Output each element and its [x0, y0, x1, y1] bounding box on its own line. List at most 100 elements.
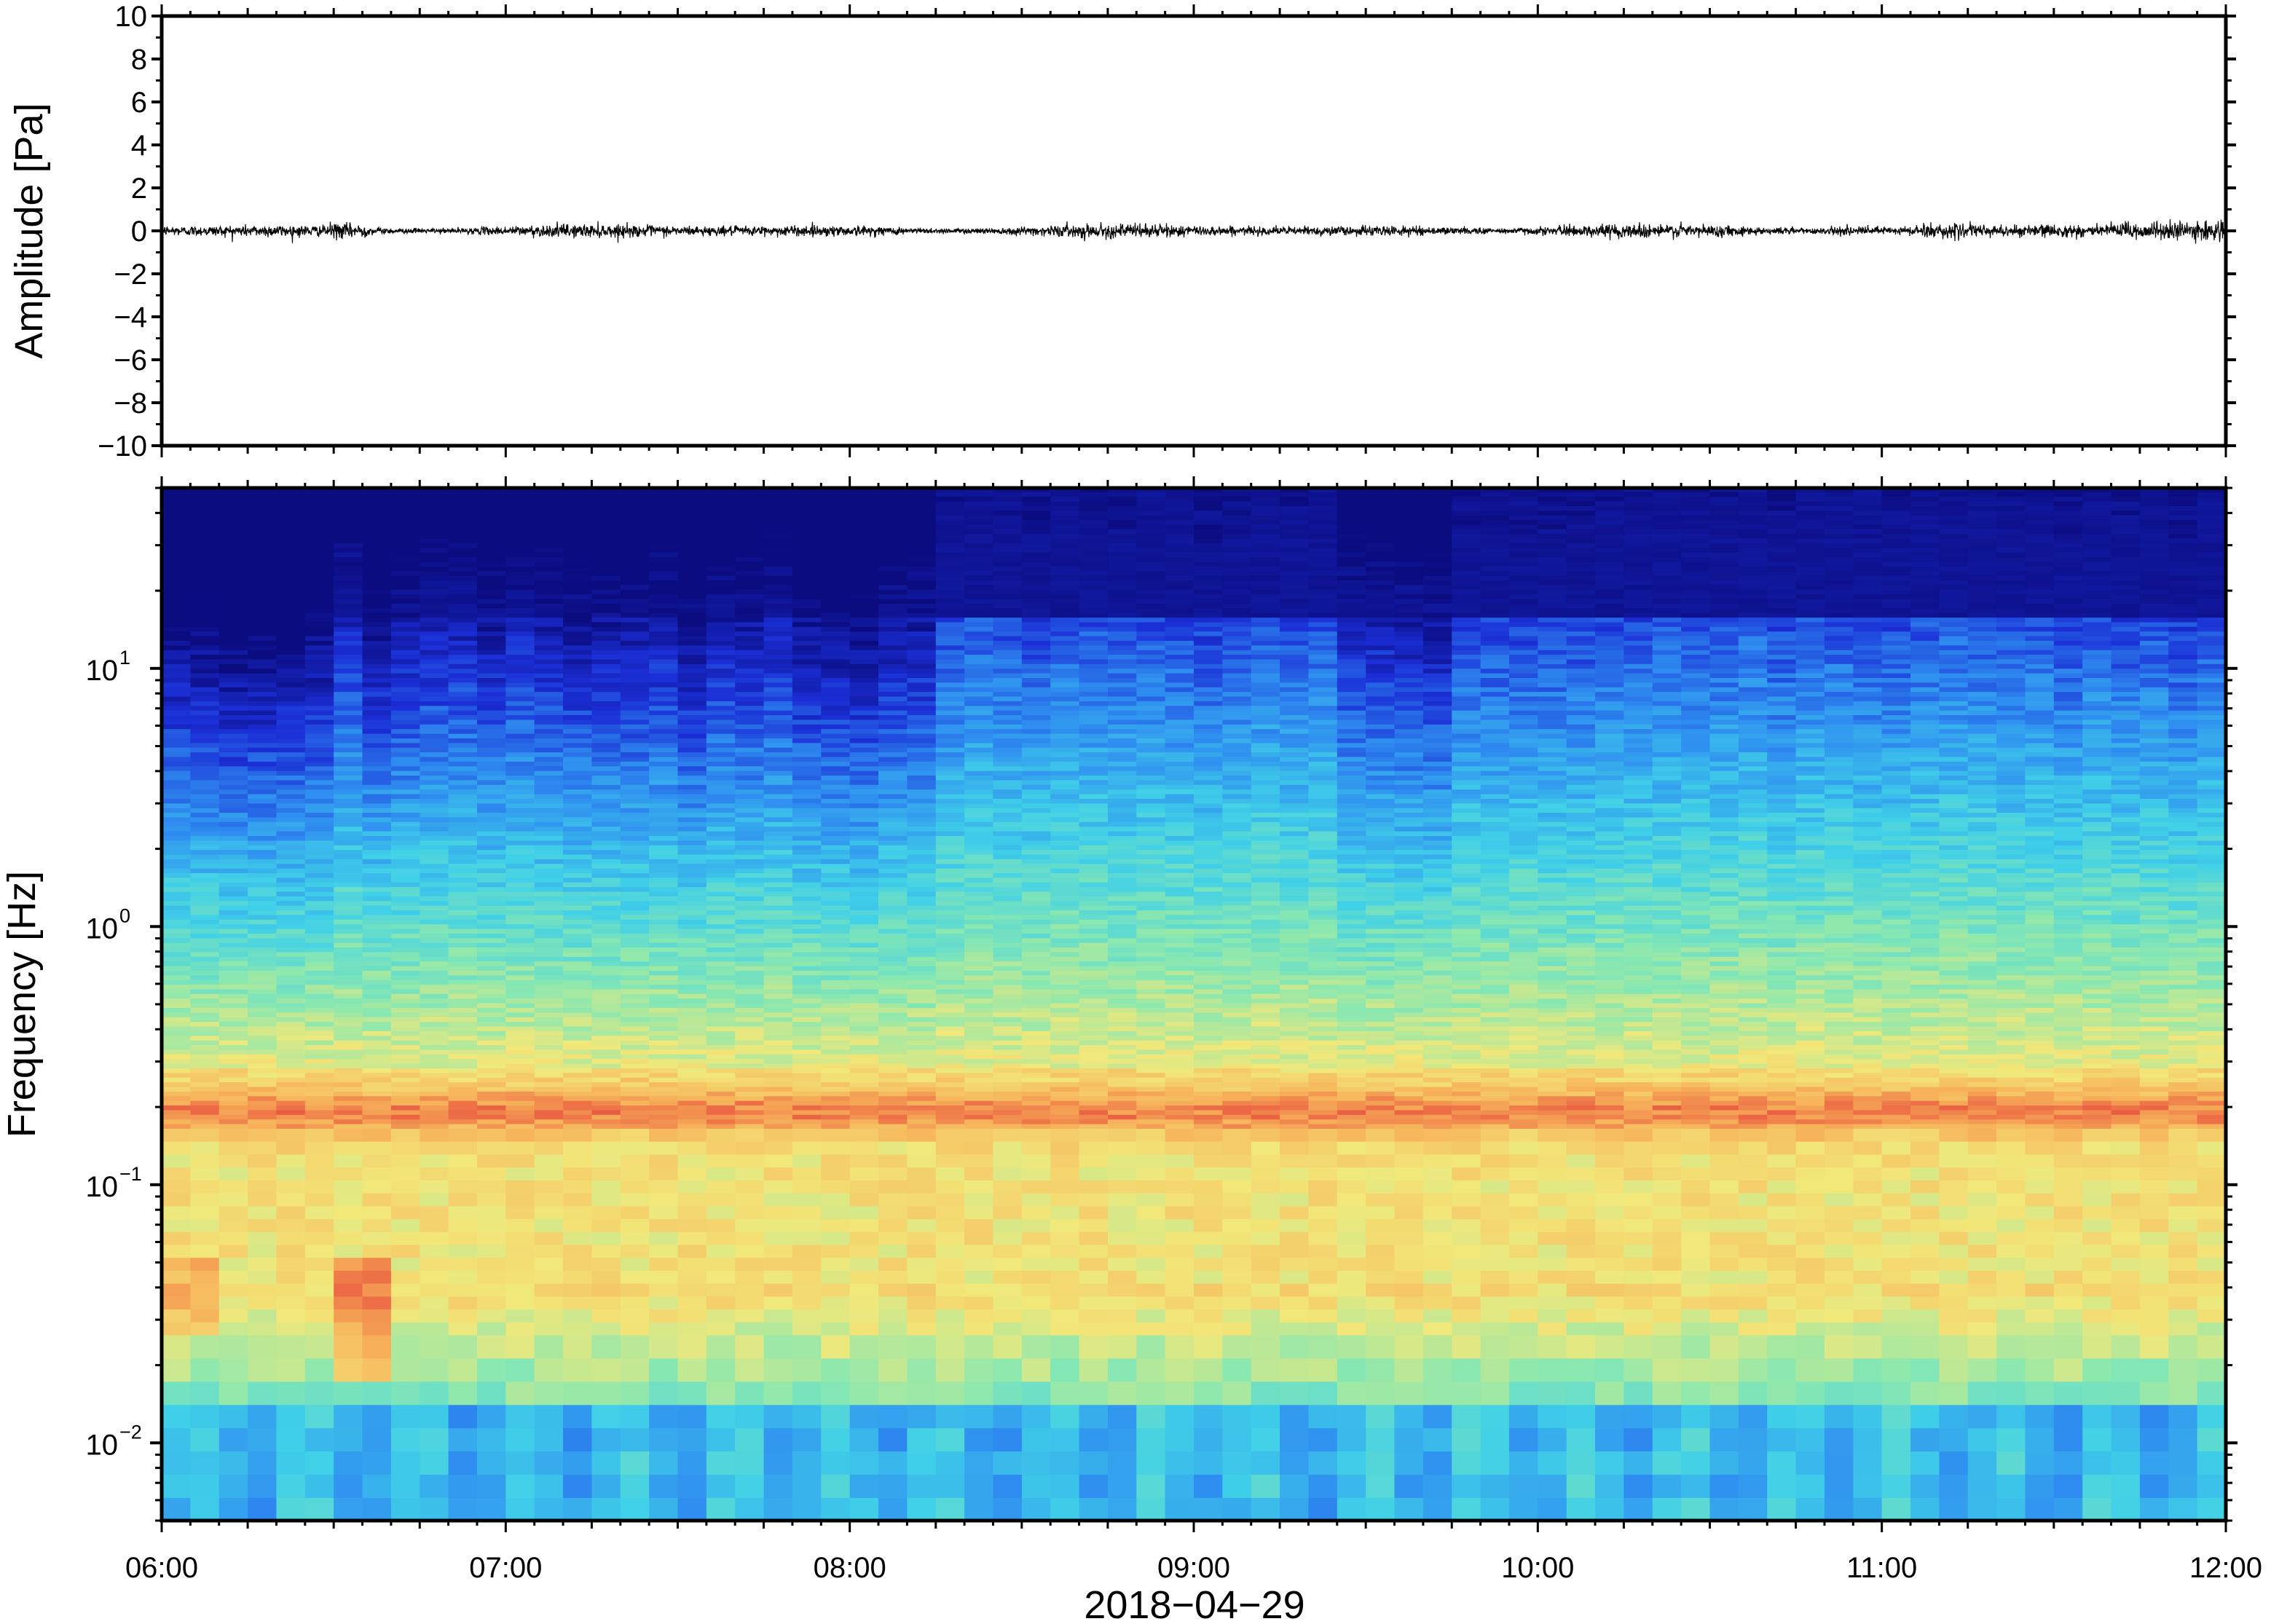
spectrogram-cell: [390, 566, 421, 572]
spectrogram-cell: [792, 496, 822, 502]
spectrogram-cell: [390, 765, 421, 771]
spectrogram-cell: [304, 1058, 334, 1064]
spectrogram-cell: [620, 617, 650, 623]
spectrogram-cell: [534, 1002, 564, 1009]
spectrogram-cell: [620, 1030, 650, 1036]
spectrogram-cell: [362, 654, 392, 660]
spectrogram-cell: [907, 580, 937, 586]
spectrogram-cell: [620, 607, 650, 613]
spectrogram-cell: [677, 942, 707, 948]
spectrogram-cell: [448, 830, 478, 836]
spectrogram-cell: [276, 691, 306, 697]
spectrogram-cell: [677, 970, 707, 976]
spectrogram-cell: [448, 947, 478, 953]
spectrogram-cell: [677, 765, 707, 771]
spectrogram-cell: [620, 649, 650, 655]
spectrogram-cell: [849, 1140, 879, 1155]
spectrogram-cell: [190, 993, 220, 999]
spectrogram-cell: [190, 765, 220, 771]
spectrogram-cell: [534, 1039, 564, 1046]
spectrogram-cell: [534, 640, 564, 646]
spectrogram-cell: [476, 607, 507, 613]
spectrogram-cell: [362, 988, 392, 994]
spectrogram-cell: [907, 1404, 937, 1429]
spectrogram-cell: [248, 719, 278, 725]
spectrogram-cell: [907, 1044, 937, 1050]
spectrogram-cell: [334, 1030, 363, 1036]
spectrogram-cell: [878, 970, 908, 976]
spectrogram-cell: [248, 993, 278, 999]
spectrogram-cell: [334, 1119, 363, 1124]
spectrogram-cell: [563, 1140, 593, 1155]
spectrogram-cell: [476, 612, 507, 618]
spectrogram-cell: [792, 695, 822, 701]
spectrogram-cell: [677, 566, 707, 572]
spectrogram-cell: [821, 993, 851, 999]
spectrogram-cell: [878, 807, 908, 813]
spectrogram-cell: [219, 988, 248, 994]
spectrogram-cell: [248, 529, 278, 535]
spectrogram-cell: [219, 784, 248, 790]
spectrogram-cell: [248, 649, 278, 655]
spectrogram-cell: [420, 1180, 449, 1194]
spectrogram-cell: [821, 588, 851, 595]
spectrogram-cell: [505, 514, 535, 521]
spectrogram-cell: [448, 979, 478, 985]
spectrogram-cell: [620, 914, 650, 920]
spectrogram-cell: [935, 519, 965, 525]
spectrogram-cell: [735, 1192, 765, 1207]
spectrogram-cell: [849, 854, 879, 859]
spectrogram-cell: [190, 738, 220, 744]
spectrogram-cell: [334, 900, 363, 906]
spectrogram-cell: [304, 1012, 334, 1017]
spectrogram-cell: [620, 1357, 650, 1382]
spectrogram-cell: [534, 900, 564, 906]
spectrogram-cell: [735, 1128, 765, 1142]
spectrogram-cell: [334, 974, 363, 980]
spectrogram-cell: [390, 612, 421, 618]
spectrogram-cell: [993, 1076, 1023, 1083]
spectrogram-cell: [362, 1404, 392, 1429]
spectrogram-cell: [735, 979, 765, 985]
spectrogram-cell: [304, 529, 334, 535]
spectrogram-cell: [362, 635, 392, 641]
spectrogram-cell: [792, 1270, 822, 1284]
spectrogram-cell: [534, 663, 564, 669]
spectrogram-cell: [907, 844, 937, 851]
spectrogram-cell: [792, 691, 822, 697]
spectrogram-cell: [649, 746, 679, 753]
spectrogram-cell: [304, 803, 334, 808]
spectrogram-cell: [649, 645, 679, 650]
spectrogram-cell: [849, 1012, 879, 1017]
spectrogram-cell: [763, 1192, 793, 1207]
spectrogram-cell: [706, 584, 736, 590]
spectrogram-cell: [476, 705, 507, 711]
spectrogram-cell: [763, 663, 793, 669]
spectrogram-cell: [591, 691, 621, 697]
spectrogram-cell: [735, 1257, 765, 1271]
spectrogram-cell: [563, 537, 593, 543]
spectrogram-cell: [420, 1049, 449, 1055]
spectrogram-cell: [304, 649, 334, 655]
spectrogram-cell: [362, 1025, 392, 1031]
spectrogram-cell: [505, 733, 535, 738]
spectrogram-cell: [505, 1154, 535, 1168]
spectrogram-cell: [476, 645, 507, 650]
spectrogram-cell: [248, 756, 278, 762]
spectrogram-cell: [476, 1049, 507, 1055]
spectrogram-cell: [763, 654, 793, 660]
spectrogram-cell: [476, 580, 507, 586]
spectrogram-cell: [534, 570, 564, 576]
spectrogram-cell: [735, 682, 765, 687]
spectrogram-cell: [276, 1105, 306, 1111]
spectrogram-cell: [935, 607, 965, 613]
spectrogram-cell: [706, 705, 736, 711]
spectrogram-cell: [620, 807, 650, 813]
spectrogram-cell: [763, 607, 793, 613]
spectrogram-cell: [276, 1154, 306, 1168]
spectrogram-cell: [591, 635, 621, 641]
spectrogram-cell: [763, 854, 793, 859]
spectrogram-cell: [649, 519, 679, 525]
spectrogram-cell: [792, 733, 822, 738]
spectrogram-cell: [476, 1091, 507, 1097]
